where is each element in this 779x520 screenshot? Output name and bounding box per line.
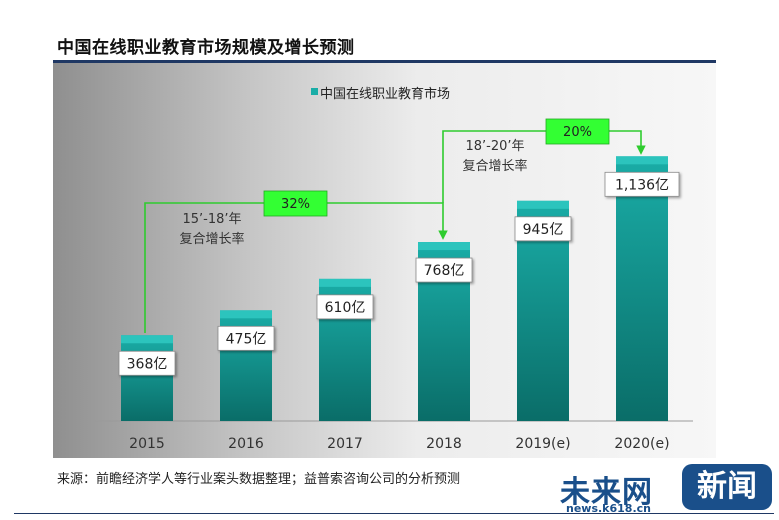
data-label-2020(e): 1,136亿 [615, 177, 669, 193]
growth-label-2: 复合增长率 [462, 158, 527, 174]
watermark-url: news.k618.cn [566, 502, 651, 515]
data-label-box-2015 [118, 350, 176, 376]
growth-rate-2: 20% [563, 125, 592, 140]
title-underline [53, 60, 716, 63]
growth-period-1: 15’-18’年 [182, 212, 241, 227]
data-label-box-2017 [316, 294, 374, 320]
bar-2020(e) [616, 156, 668, 421]
legend-label: 中国在线职业教育市场 [320, 86, 450, 102]
data-label-2016: 475亿 [226, 331, 267, 347]
data-label-box-2019(e) [514, 216, 572, 242]
bar-cap-2016 [220, 310, 272, 319]
bottom-rule [14, 513, 774, 514]
x-tick-label-2020(e): 2020(e) [614, 436, 669, 452]
bar-cap-2020(e) [616, 156, 668, 165]
bars-group: 368亿 2015 475亿 2016 610亿 2017 768亿 2018 945亿 2019… [118, 156, 680, 452]
growth-rate-1: 32% [281, 197, 310, 212]
x-tick-label-2017: 2017 [327, 436, 363, 452]
growth-connector-2 [442, 130, 646, 203]
data-label-2015: 368亿 [127, 356, 168, 372]
chart-title: 中国在线职业教育市场规模及增长预测 [57, 38, 355, 58]
growth-label-1: 复合增长率 [179, 231, 244, 247]
source-note: 来源：前瞻经济学人等行业案头数据整理；益普索咨询公司的分析预测 [57, 472, 461, 487]
bar-cap-2015 [121, 335, 173, 344]
data-label-box-2016 [217, 325, 275, 351]
growth-period-2: 18’-20’年 [465, 139, 524, 154]
x-tick-label-2016: 2016 [228, 436, 264, 452]
x-tick-label-2018: 2018 [426, 436, 462, 452]
data-label-2019(e): 945亿 [523, 222, 564, 238]
data-label-2017: 610亿 [325, 300, 366, 316]
watermark-badge: 新闻 [682, 464, 772, 510]
growth-rate-box-2 [545, 118, 610, 145]
bar-cap-2018 [418, 242, 470, 251]
x-tick-label-2019(e): 2019(e) [515, 436, 570, 452]
bar-cap-2019(e) [517, 200, 569, 209]
growth-rate-box-1 [263, 190, 328, 217]
watermark-brand: 未来网 [560, 475, 653, 510]
bar-2015 [121, 335, 173, 421]
data-label-box-2018 [415, 257, 473, 283]
x-tick-label-2015: 2015 [129, 436, 165, 452]
bar-cap-2017 [319, 278, 371, 287]
legend-swatch [311, 88, 318, 95]
data-label-box-2020(e) [604, 171, 680, 197]
data-label-2018: 768亿 [424, 263, 465, 279]
